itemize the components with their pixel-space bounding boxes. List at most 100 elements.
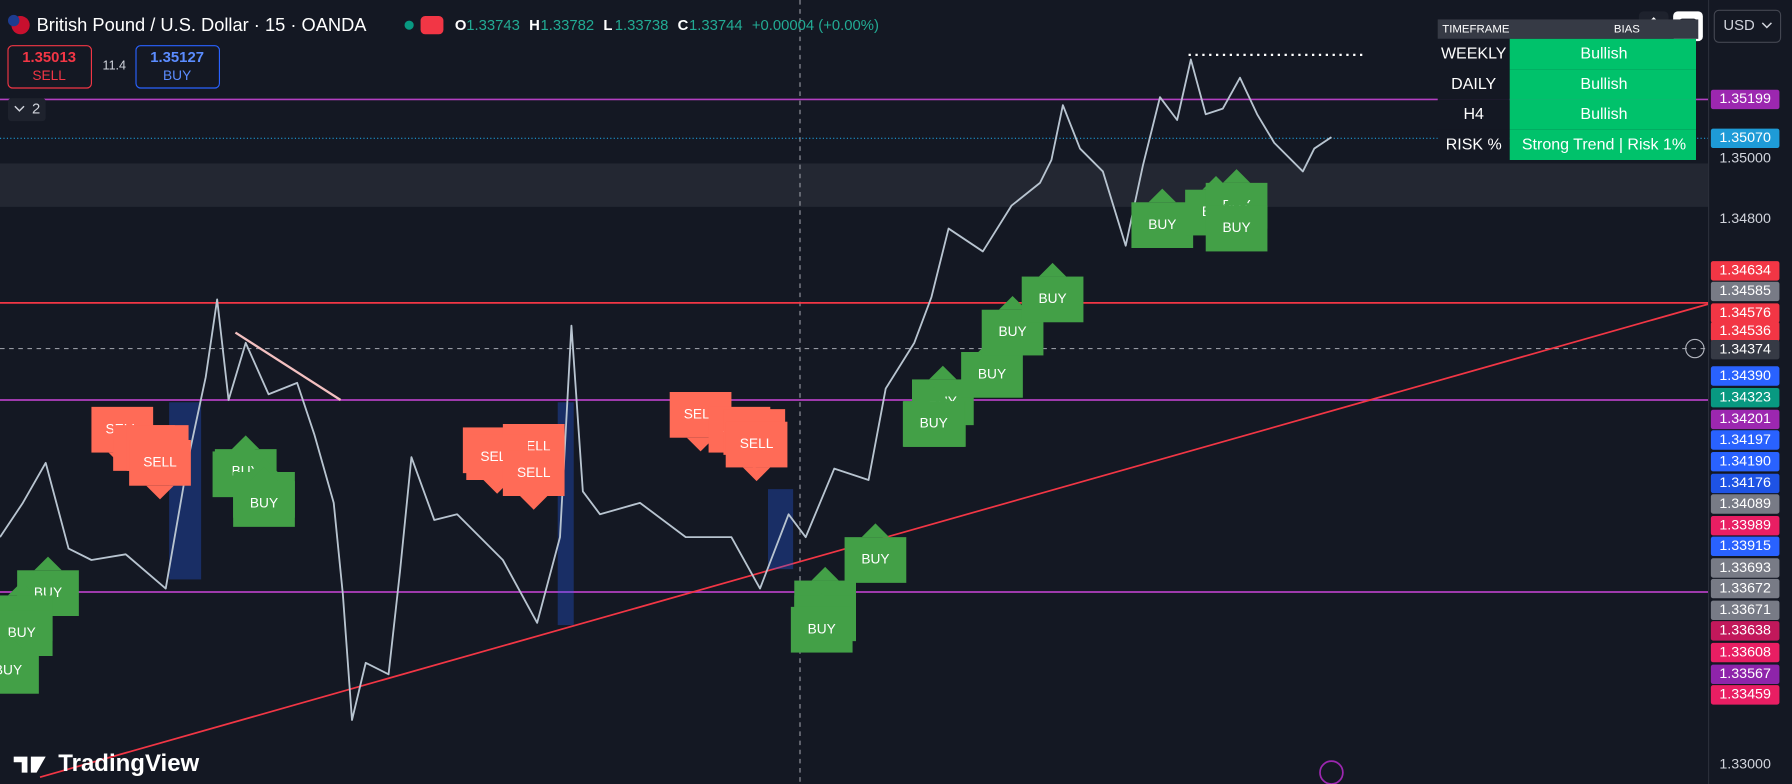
- ohlc-key: C: [678, 18, 689, 34]
- timeframe: DAILY: [1451, 76, 1496, 93]
- table-cell: [1509, 69, 1696, 100]
- flash-icon: [1319, 760, 1344, 784]
- bias: Strong Trend | Risk 1%: [1522, 136, 1686, 153]
- ohlc-value: 1.33743: [466, 18, 520, 34]
- indicators-toggle[interactable]: [8, 98, 46, 122]
- signal-label: SELL: [517, 465, 551, 480]
- price-label: 1.34374: [1719, 341, 1771, 357]
- signal-box: [725, 421, 788, 468]
- signal-label: BUY: [8, 625, 36, 640]
- signal-arrow: [920, 387, 948, 402]
- signal-label: SELL: [740, 436, 774, 451]
- timeframe: H4: [1463, 106, 1484, 123]
- price-tag: [1710, 494, 1780, 514]
- table-cell: [1509, 99, 1696, 130]
- signal-label: BUY: [0, 662, 22, 677]
- signal-label: BUY: [861, 552, 889, 567]
- price-change: +0.00004 (+0.00%): [752, 18, 879, 34]
- price-tag: [1710, 409, 1780, 430]
- table-cell: [1509, 38, 1696, 70]
- price-tag: [1710, 642, 1780, 663]
- price-label: 1.33989: [1719, 517, 1771, 533]
- price-label: 1.34190: [1719, 453, 1771, 469]
- zone: [0, 163, 1709, 207]
- signal-arrow: [1148, 188, 1176, 203]
- signal-label: SELL: [143, 454, 177, 469]
- price-label: 1.34176: [1719, 475, 1771, 491]
- signal-arrow: [8, 581, 36, 596]
- signal-arrow: [0, 634, 22, 648]
- signal-box: [902, 401, 965, 447]
- signal-arrow: [998, 296, 1027, 310]
- sell-label: SELL: [32, 68, 66, 83]
- table-header: [1437, 19, 1699, 39]
- table-cell: [1437, 38, 1510, 70]
- spread: 11.4: [103, 59, 127, 73]
- table-cell: [1509, 129, 1696, 160]
- timeframe: RISK %: [1446, 136, 1502, 153]
- status-icon: [420, 16, 444, 35]
- signal-box: [0, 648, 39, 694]
- signal-box: [1021, 276, 1084, 323]
- price-label: 1.33000: [1719, 756, 1771, 772]
- sell-button[interactable]: [7, 45, 92, 89]
- price-label: 1.35000: [1719, 151, 1771, 167]
- signal-label: BUY: [1222, 220, 1250, 235]
- price-tag: [1710, 366, 1780, 386]
- signal-label: BUY: [998, 324, 1026, 339]
- price-tag: [1710, 388, 1780, 408]
- signal-box: [844, 537, 907, 583]
- add-button[interactable]: [1685, 338, 1705, 359]
- price-label: 1.34576: [1719, 305, 1771, 321]
- table-cell: [1437, 129, 1510, 160]
- price-tag: [1710, 89, 1780, 110]
- signal-arrow: [1038, 262, 1067, 277]
- ohlc-key: H: [529, 18, 540, 34]
- price-label: 1.34585: [1719, 283, 1771, 299]
- signal-label: BUY: [1038, 291, 1066, 306]
- price-tag: [1710, 430, 1780, 450]
- price-tag: [1710, 600, 1780, 620]
- price-label: 1.34201: [1719, 411, 1771, 427]
- currency-select[interactable]: [1713, 9, 1782, 43]
- signal-arrow: [520, 496, 548, 510]
- signal-box: [233, 481, 295, 527]
- signal-box: [502, 450, 565, 496]
- timeframe: WEEKLY: [1441, 46, 1507, 63]
- signal-box: [961, 352, 1023, 398]
- signal-arrow: [742, 467, 771, 482]
- price-label: 1.33693: [1719, 560, 1771, 576]
- trend-line: [234, 331, 342, 401]
- price-tag: [1710, 558, 1780, 578]
- signal-arrow: [232, 435, 260, 450]
- signal-label: BUY: [250, 496, 278, 511]
- price-label: 1.33672: [1719, 580, 1771, 596]
- flag-icon: [8, 14, 20, 27]
- price-label: 1.34197: [1719, 432, 1771, 448]
- price-tag: [1710, 536, 1780, 556]
- signal-label: BUY: [920, 416, 948, 431]
- signal-label: BUY: [1148, 217, 1176, 232]
- signal-arrow: [1222, 169, 1251, 183]
- price-tag: [1710, 340, 1780, 360]
- price-label: 1.34323: [1719, 389, 1771, 405]
- signal-arrow: [250, 467, 278, 482]
- ohlc-key: O: [455, 18, 467, 34]
- buy-button[interactable]: [135, 45, 220, 89]
- price-label: 1.33638: [1719, 623, 1771, 639]
- price-tag: [1710, 621, 1780, 641]
- signal-arrow: [686, 437, 715, 452]
- table-cell: [1437, 69, 1510, 100]
- signal-arrow: [811, 581, 839, 596]
- ohlc-value: 1.33782: [541, 18, 595, 34]
- price-tag: [1710, 473, 1780, 494]
- symbol-title: British Pound / U.S. Dollar · 15 · OANDA: [37, 14, 368, 35]
- logo-icon: [13, 756, 46, 773]
- signal-arrow: [250, 458, 278, 472]
- price-tag: [1710, 685, 1780, 705]
- indicator-count: 2: [32, 102, 40, 118]
- chevron: [14, 105, 25, 112]
- price-tag: [1710, 321, 1780, 342]
- signal-label: BUY: [808, 621, 836, 636]
